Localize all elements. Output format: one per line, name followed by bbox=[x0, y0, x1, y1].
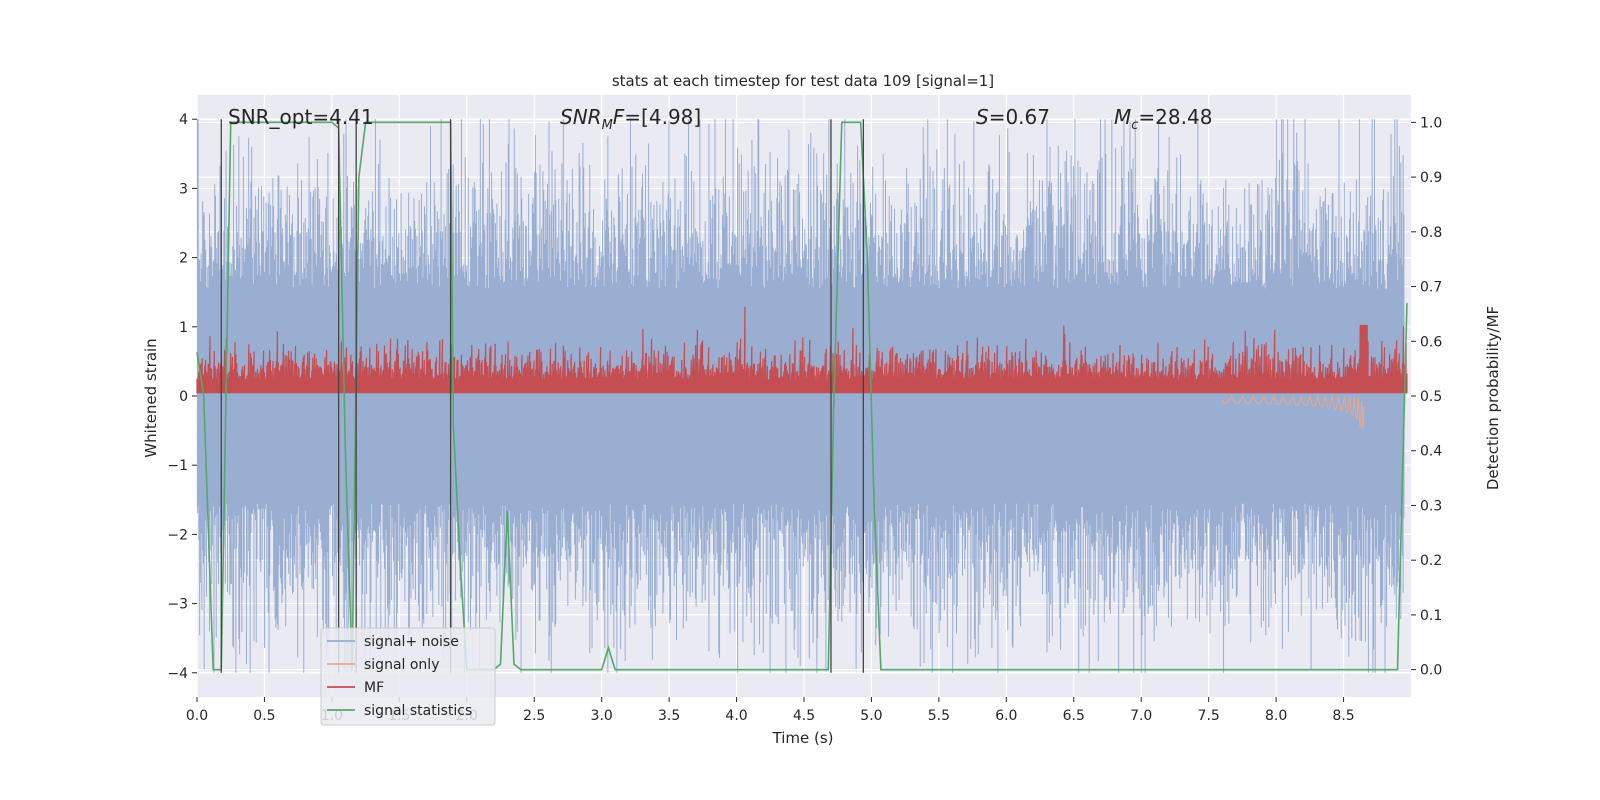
x-tick-label: 6.0 bbox=[995, 708, 1017, 724]
signal-statistics-line bbox=[196, 121, 1408, 671]
y2-tick-label: 0.3 bbox=[1420, 498, 1442, 514]
y-tick-label: −1 bbox=[167, 458, 188, 474]
y-tick-label: 2 bbox=[179, 251, 188, 267]
y2-tick-label: 0.2 bbox=[1420, 553, 1442, 569]
y-tick-label: −4 bbox=[167, 666, 188, 682]
legend-label: signal only bbox=[364, 657, 439, 673]
mf-line bbox=[196, 306, 1408, 394]
x-tick-label: 2.5 bbox=[523, 708, 545, 724]
x-axis-label: Time (s) bbox=[772, 729, 834, 747]
x-tick-label: 5.0 bbox=[860, 708, 882, 724]
vertical-markers bbox=[220, 119, 865, 673]
signal-noise-series bbox=[196, 119, 1405, 673]
y2-tick-label: 0.7 bbox=[1420, 280, 1442, 296]
x-tick-label: 8.5 bbox=[1332, 708, 1354, 724]
annotation-mc: Mc=28.48 bbox=[1114, 105, 1212, 133]
x-tick-label: 5.5 bbox=[928, 708, 950, 724]
x-tick-label: 7.0 bbox=[1130, 708, 1152, 724]
signal-noise-band bbox=[197, 295, 1405, 497]
y-tick-label: −3 bbox=[167, 597, 188, 613]
signal-statistics-series bbox=[196, 121, 1408, 671]
legend: signal+ noise signal only MF signal statist… bbox=[320, 627, 496, 726]
signal-only-line bbox=[1221, 394, 1365, 429]
legend-label: MF bbox=[364, 680, 384, 696]
y2-tick-label: 0.9 bbox=[1420, 170, 1442, 186]
x-tick-label: 3.0 bbox=[591, 708, 613, 724]
x-tick-label: 0.5 bbox=[253, 708, 275, 724]
annotation-snr-mf-label2: F bbox=[613, 105, 625, 129]
signal-only-series bbox=[1221, 394, 1365, 429]
annotation-s-value: =0.67 bbox=[989, 105, 1050, 129]
annotation-s-label: S bbox=[976, 105, 989, 129]
x-tick-label: 3.5 bbox=[658, 708, 680, 724]
mf-series bbox=[196, 306, 1408, 394]
x-tick-label: 4.0 bbox=[725, 708, 747, 724]
annotation-snr-mf-value: =[4.98] bbox=[624, 105, 701, 129]
y-tick-label: 4 bbox=[179, 112, 188, 128]
x-tick-label: 8.0 bbox=[1265, 708, 1287, 724]
y2-tick-label: 0.4 bbox=[1420, 444, 1442, 460]
annotation-mc-label: M bbox=[1114, 105, 1131, 129]
y2-axis-ticks: 0.0 0.1 0.2 0.3 0.4 0.5 0.6 0.7 0.8 0.9 1.0 bbox=[1411, 115, 1442, 679]
legend-box bbox=[320, 627, 496, 726]
chart-title: stats at each timestep for test data 109… bbox=[612, 72, 994, 90]
y2-tick-label: 0.5 bbox=[1420, 389, 1442, 405]
y2-axis-label: Detection probability/MF bbox=[1484, 306, 1502, 490]
y-tick-label: 1 bbox=[179, 320, 188, 336]
y-axis-ticks: −4 −3 −2 −1 0 1 2 3 4 bbox=[167, 112, 197, 682]
annotation-snr-opt: SNR_opt=4.41 bbox=[228, 105, 374, 129]
y2-tick-label: 0.1 bbox=[1420, 608, 1442, 624]
annotation-snr-mf: SNRMF=[4.98] bbox=[560, 105, 701, 133]
x-tick-label: 6.5 bbox=[1063, 708, 1085, 724]
annotation-s: S=0.67 bbox=[976, 105, 1050, 129]
legend-label: signal statistics bbox=[364, 703, 472, 719]
y2-tick-label: 1.0 bbox=[1420, 115, 1442, 131]
y-axis-label: Whitened strain bbox=[142, 338, 160, 457]
y2-tick-label: 0.6 bbox=[1420, 334, 1442, 350]
annotation-mc-value: =28.48 bbox=[1138, 105, 1212, 129]
legend-label: signal+ noise bbox=[364, 634, 459, 650]
y2-tick-label: 0.8 bbox=[1420, 225, 1442, 241]
annotation-snr-mf-label: SNR bbox=[560, 105, 602, 129]
x-tick-label: 7.5 bbox=[1198, 708, 1220, 724]
y-tick-label: 3 bbox=[179, 181, 188, 197]
annotation-mc-sub: c bbox=[1131, 118, 1138, 133]
y-tick-label: 0 bbox=[179, 389, 188, 405]
annotation-snr-mf-sub: M bbox=[602, 118, 613, 133]
x-tick-label: 4.5 bbox=[793, 708, 815, 724]
y2-tick-label: 0.0 bbox=[1420, 663, 1442, 679]
x-tick-label: 0.0 bbox=[186, 708, 208, 724]
y-tick-label: −2 bbox=[167, 527, 188, 543]
